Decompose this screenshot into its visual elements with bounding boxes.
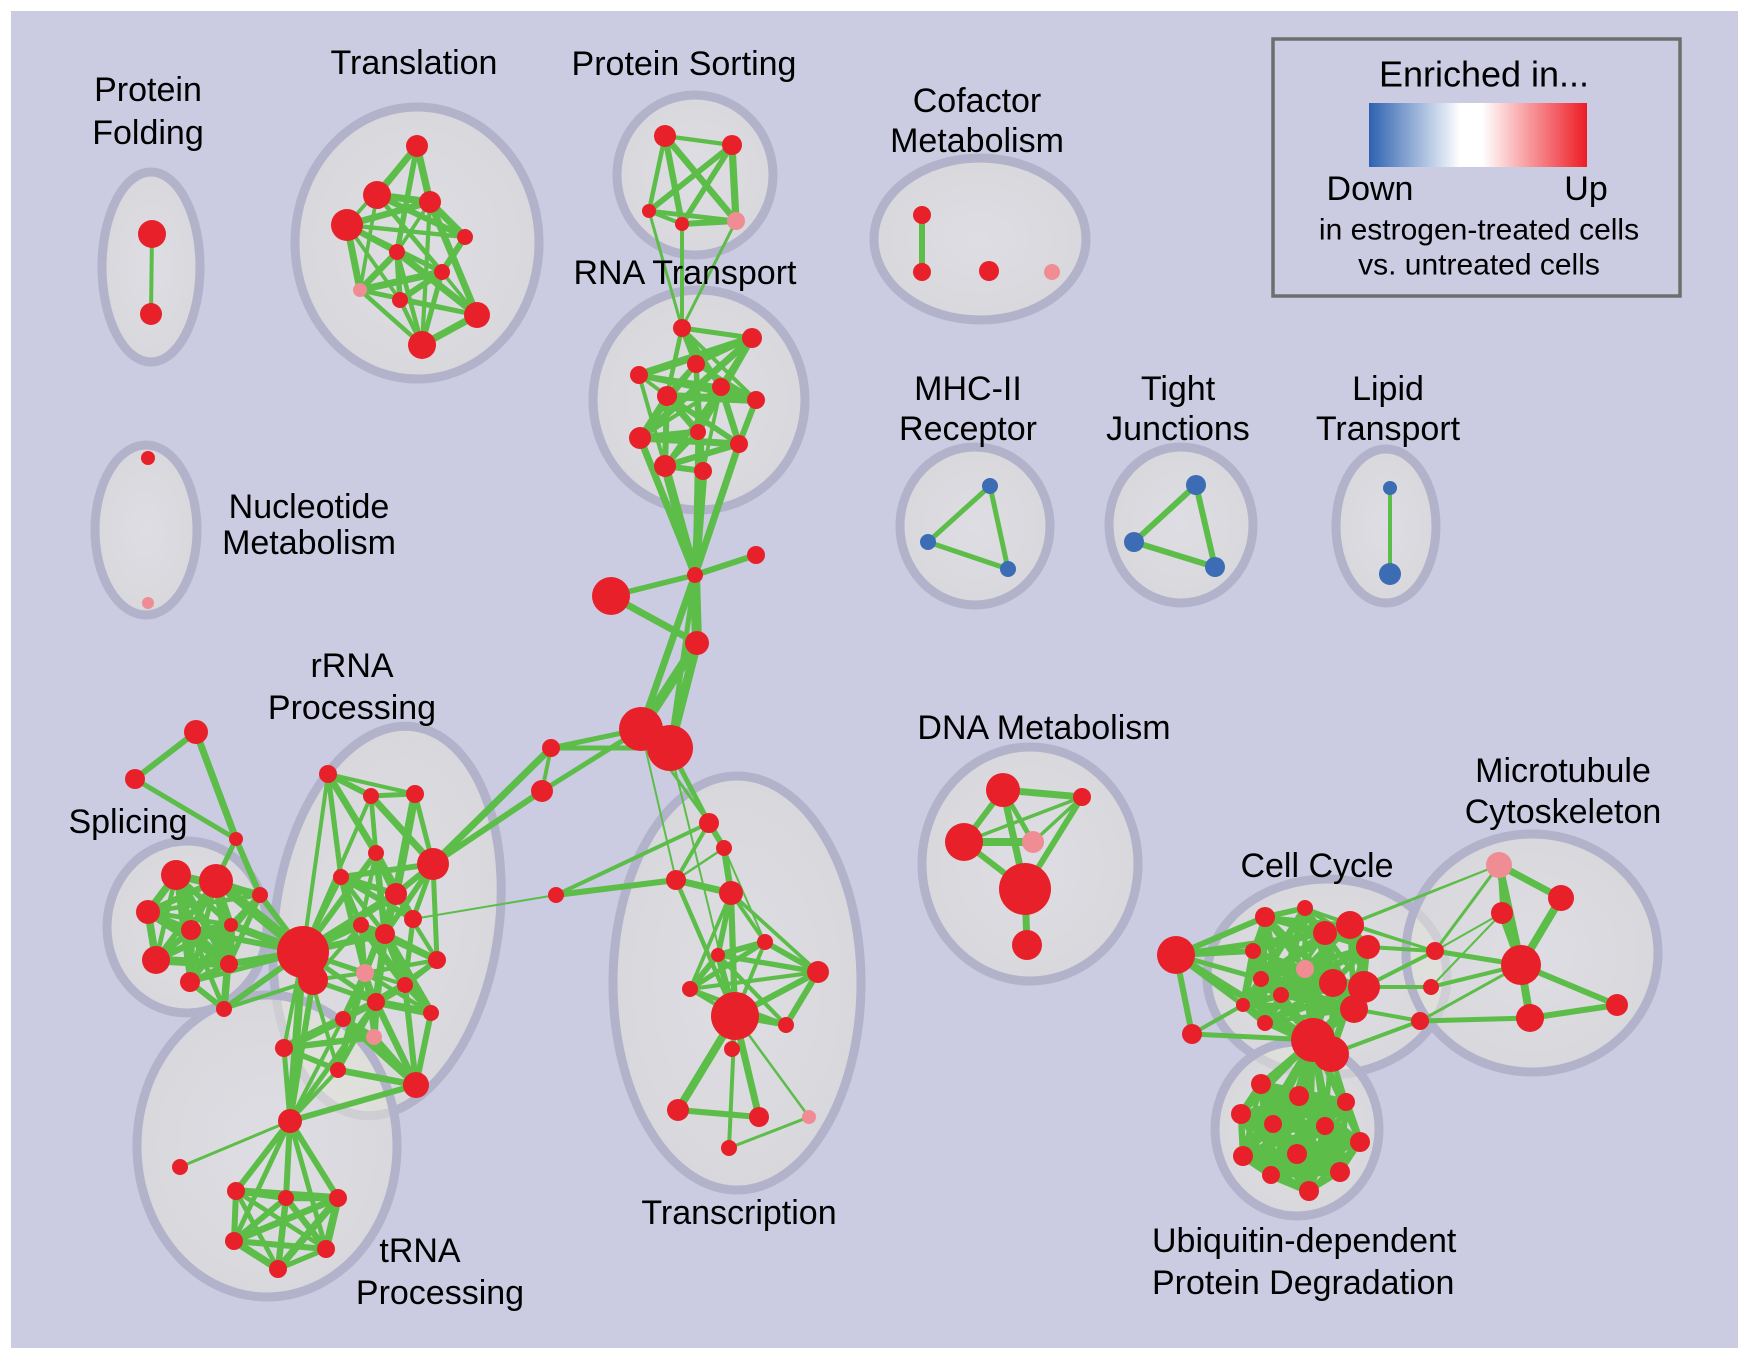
svg-text:Folding: Folding: [92, 114, 204, 152]
svg-text:Protein: Protein: [94, 71, 202, 109]
svg-text:Ubiquitin-dependent: Ubiquitin-dependent: [1152, 1222, 1457, 1260]
svg-text:Receptor: Receptor: [899, 410, 1037, 448]
svg-text:Metabolism: Metabolism: [890, 122, 1064, 160]
svg-text:Cytoskeleton: Cytoskeleton: [1465, 793, 1662, 831]
svg-text:DNA Metabolism: DNA Metabolism: [917, 709, 1170, 747]
svg-text:tRNA: tRNA: [379, 1232, 461, 1270]
svg-text:Metabolism: Metabolism: [222, 524, 396, 562]
svg-text:Cell Cycle: Cell Cycle: [1240, 847, 1393, 885]
svg-text:RNA Transport: RNA Transport: [574, 254, 798, 292]
svg-text:Processing: Processing: [268, 689, 436, 727]
svg-text:Microtubule: Microtubule: [1475, 752, 1651, 790]
svg-text:Up: Up: [1564, 170, 1607, 208]
svg-text:rRNA: rRNA: [310, 647, 393, 685]
svg-text:Tight: Tight: [1141, 370, 1216, 408]
svg-text:Down: Down: [1327, 170, 1414, 208]
svg-text:Transcription: Transcription: [641, 1194, 836, 1232]
svg-text:in estrogen-treated cells: in estrogen-treated cells: [1319, 214, 1639, 247]
svg-text:vs. untreated cells: vs. untreated cells: [1358, 249, 1600, 282]
svg-text:MHC-II: MHC-II: [914, 370, 1022, 408]
svg-text:Protein Sorting: Protein Sorting: [572, 45, 797, 83]
svg-text:Splicing: Splicing: [68, 803, 187, 841]
svg-text:Nucleotide: Nucleotide: [229, 488, 390, 526]
svg-text:Translation: Translation: [331, 44, 498, 82]
svg-text:Junctions: Junctions: [1106, 410, 1250, 448]
svg-text:Processing: Processing: [356, 1274, 524, 1312]
svg-text:Enriched in...: Enriched in...: [1379, 54, 1589, 95]
svg-text:Protein Degradation: Protein Degradation: [1152, 1264, 1454, 1302]
svg-text:Lipid: Lipid: [1352, 370, 1424, 408]
svg-text:Cofactor: Cofactor: [913, 82, 1042, 120]
svg-text:Transport: Transport: [1316, 410, 1461, 448]
